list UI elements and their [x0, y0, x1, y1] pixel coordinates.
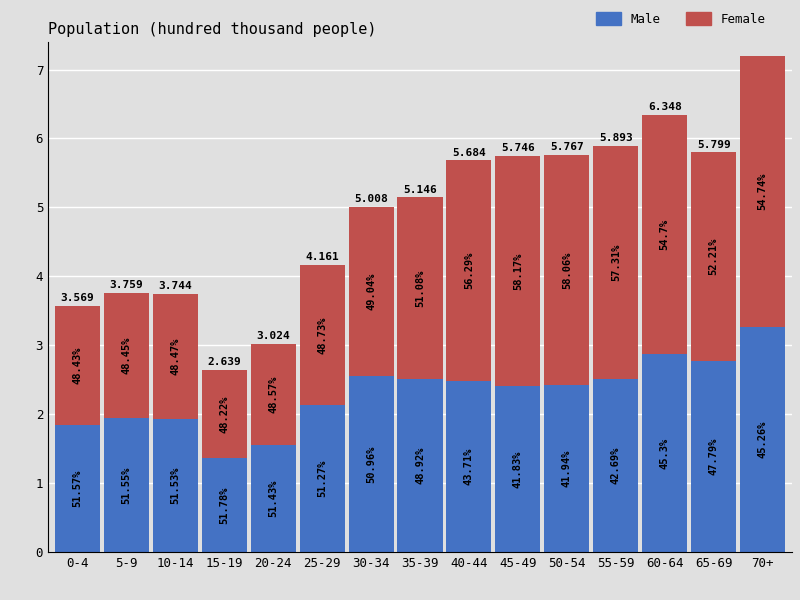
- Bar: [740, 56, 785, 328]
- Bar: [349, 376, 394, 552]
- Text: 5.799: 5.799: [697, 140, 730, 149]
- Text: 52.21%: 52.21%: [709, 238, 718, 275]
- Text: 4.161: 4.161: [306, 253, 339, 262]
- Bar: [250, 344, 296, 445]
- Text: 6.348: 6.348: [648, 102, 682, 112]
- Text: 48.22%: 48.22%: [219, 395, 230, 433]
- Bar: [202, 458, 246, 552]
- Text: 3.569: 3.569: [61, 293, 94, 303]
- Bar: [153, 419, 198, 552]
- Bar: [299, 405, 345, 552]
- Bar: [104, 418, 149, 552]
- Text: 48.92%: 48.92%: [415, 446, 425, 484]
- Text: 48.57%: 48.57%: [268, 376, 278, 413]
- Bar: [740, 328, 785, 552]
- Text: 41.83%: 41.83%: [513, 451, 523, 488]
- Bar: [495, 156, 541, 386]
- Bar: [594, 379, 638, 552]
- Bar: [250, 445, 296, 552]
- Bar: [544, 155, 590, 385]
- Text: 58.06%: 58.06%: [562, 251, 572, 289]
- Text: 5.767: 5.767: [550, 142, 584, 152]
- Bar: [153, 294, 198, 419]
- Text: 3.024: 3.024: [256, 331, 290, 341]
- Text: 5.893: 5.893: [599, 133, 633, 143]
- Text: 50.96%: 50.96%: [366, 445, 376, 483]
- Text: 49.04%: 49.04%: [366, 273, 376, 310]
- Bar: [642, 354, 687, 552]
- Text: 56.29%: 56.29%: [464, 252, 474, 289]
- Text: 5.684: 5.684: [452, 148, 486, 158]
- Text: 58.17%: 58.17%: [513, 253, 523, 290]
- Text: 2.639: 2.639: [207, 358, 241, 367]
- Bar: [495, 386, 541, 552]
- Bar: [642, 115, 687, 354]
- Bar: [446, 381, 491, 552]
- Bar: [691, 152, 736, 361]
- Bar: [594, 146, 638, 379]
- Bar: [446, 160, 491, 381]
- Bar: [398, 379, 442, 552]
- Text: 48.43%: 48.43%: [72, 347, 82, 385]
- Text: 51.27%: 51.27%: [317, 460, 327, 497]
- Text: 51.57%: 51.57%: [72, 470, 82, 508]
- Text: 43.71%: 43.71%: [464, 448, 474, 485]
- Text: 5.146: 5.146: [403, 185, 437, 194]
- Text: 57.31%: 57.31%: [610, 244, 621, 281]
- Text: 48.73%: 48.73%: [317, 316, 327, 354]
- Text: 45.3%: 45.3%: [660, 437, 670, 469]
- Bar: [55, 425, 100, 552]
- Text: 48.47%: 48.47%: [170, 338, 180, 375]
- Text: Population (hundred thousand people): Population (hundred thousand people): [48, 22, 377, 37]
- Text: 51.43%: 51.43%: [268, 479, 278, 517]
- Legend: Male, Female: Male, Female: [591, 7, 771, 31]
- Bar: [398, 197, 442, 379]
- Text: 54.74%: 54.74%: [758, 173, 768, 211]
- Bar: [691, 361, 736, 552]
- Bar: [544, 385, 590, 552]
- Text: 3.759: 3.759: [110, 280, 143, 290]
- Bar: [349, 207, 394, 376]
- Text: 45.26%: 45.26%: [758, 421, 768, 458]
- Bar: [104, 293, 149, 418]
- Text: 51.53%: 51.53%: [170, 467, 180, 504]
- Text: 5.008: 5.008: [354, 194, 388, 204]
- Text: 42.69%: 42.69%: [610, 446, 621, 484]
- Text: 41.94%: 41.94%: [562, 450, 572, 487]
- Text: 51.08%: 51.08%: [415, 269, 425, 307]
- Text: 47.79%: 47.79%: [709, 438, 718, 475]
- Text: 48.45%: 48.45%: [122, 337, 131, 374]
- Text: 51.55%: 51.55%: [122, 466, 131, 504]
- Text: 3.744: 3.744: [158, 281, 192, 291]
- Text: 54.7%: 54.7%: [660, 218, 670, 250]
- Text: 5.746: 5.746: [501, 143, 534, 153]
- Bar: [202, 370, 246, 458]
- Bar: [299, 265, 345, 405]
- Bar: [55, 306, 100, 425]
- Text: 51.78%: 51.78%: [219, 486, 230, 524]
